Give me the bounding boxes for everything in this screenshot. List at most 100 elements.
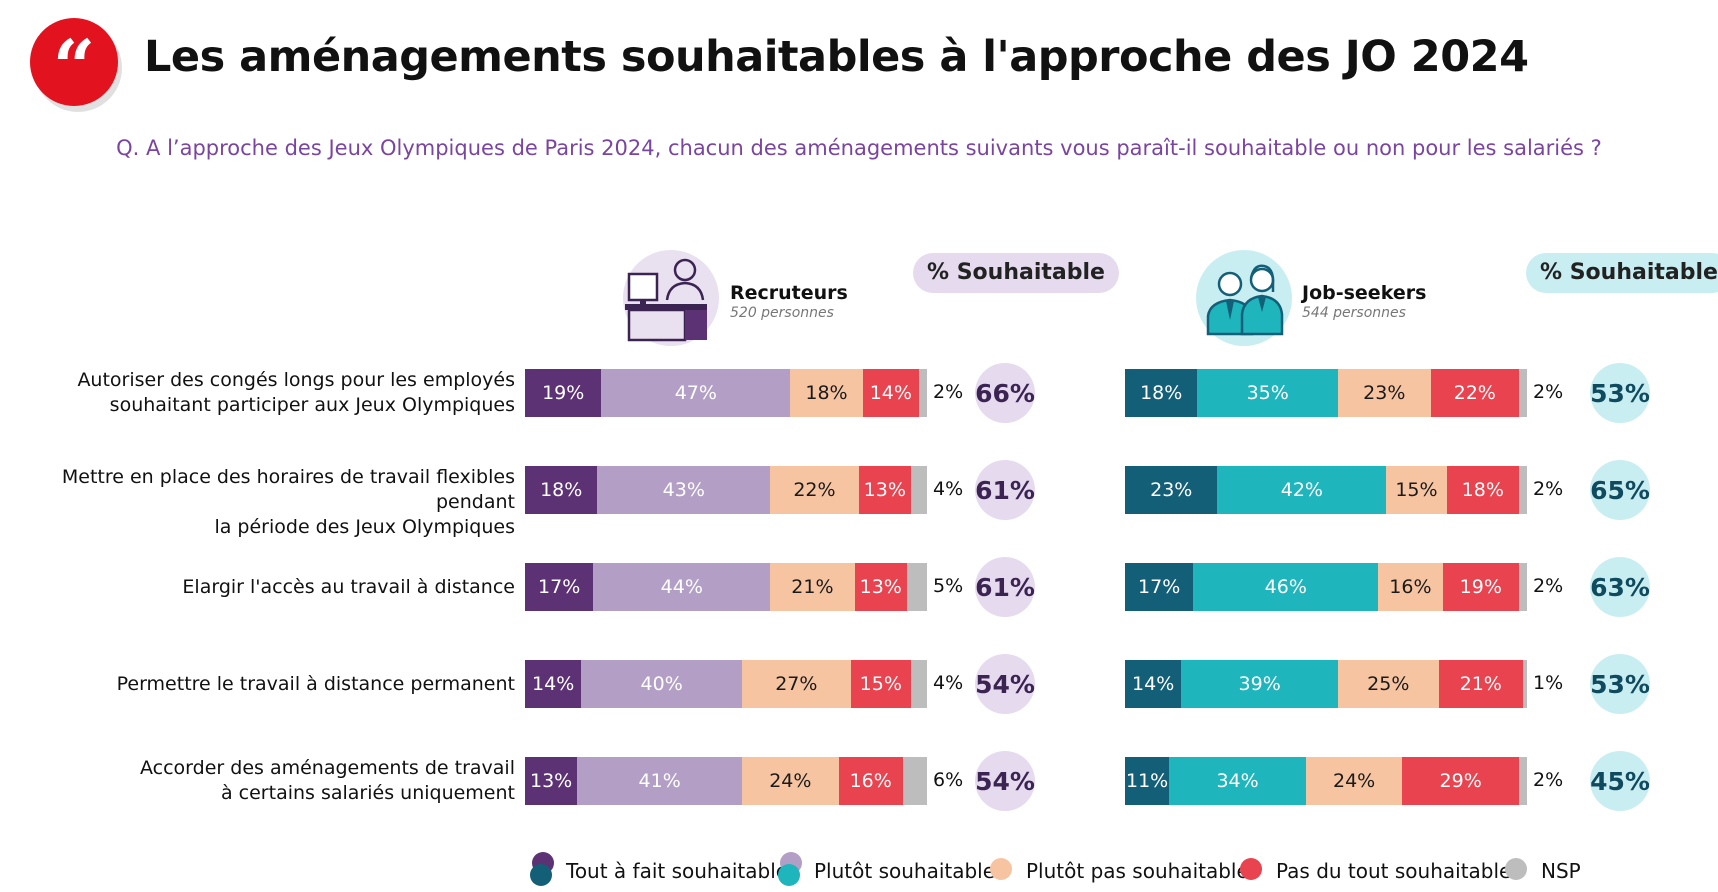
bar-segment-plutot-pas: 27%: [742, 660, 851, 708]
bar-segment-pas-du-tout: 22%: [1430, 369, 1519, 417]
row-label: Permettre le travail à distance permanen…: [0, 672, 515, 697]
group-count-recruteurs: 520 personnes: [730, 305, 834, 321]
bar-segment-nsp: [902, 757, 927, 805]
legend-label: Plutôt pas souhaitable: [1026, 859, 1249, 883]
legend-item-plutot: Plutôt souhaitable: [778, 852, 996, 886]
bar-segment-pas-du-tout: 18%: [1446, 466, 1519, 514]
row-label-line: la période des Jeux Olympiques: [214, 516, 515, 538]
group-name-recruteurs: Recruteurs: [730, 282, 848, 304]
bar-segment-plutot-pas: 22%: [770, 466, 859, 514]
quote-logo: “: [30, 18, 118, 111]
bar-segment-tout-a-fait: 23%: [1125, 466, 1218, 514]
pill-souhaitable-recruteurs: % Souhaitable: [913, 253, 1119, 293]
bar-segment-plutot-pas: 24%: [742, 757, 839, 805]
bar-segment-nsp: [906, 563, 927, 611]
bar-segment-nsp: [1518, 466, 1527, 514]
bar-segment-plutot-pas: 25%: [1338, 660, 1439, 708]
bar-segment-plutot: 42%: [1217, 466, 1387, 514]
souhaitable-circle-recruteurs: 61%: [975, 557, 1035, 617]
legend-label: Plutôt souhaitable: [814, 859, 996, 883]
row-label-line: Elargir l'accès au travail à distance: [182, 575, 515, 598]
nsp-value-label: 5%: [933, 575, 964, 597]
legend-swatch: [990, 856, 1018, 886]
row-label-line: Permettre le travail à distance permanen…: [116, 672, 515, 695]
nsp-value-label: 2%: [1533, 769, 1564, 791]
bar-segment-nsp: [1518, 369, 1527, 417]
bar-segment-tout-a-fait: 18%: [1125, 369, 1198, 417]
legend-swatch: [778, 852, 806, 886]
row-label: Autoriser des congés longs pour les empl…: [0, 368, 515, 418]
bar-segment-plutot-pas: 15%: [1386, 466, 1447, 514]
row-label: Elargir l'accès au travail à distance: [0, 575, 515, 600]
row-label-line: Autoriser des congés longs pour les empl…: [77, 369, 515, 391]
bar-segment-nsp: [1522, 660, 1527, 708]
nsp-value-label: 6%: [933, 769, 964, 791]
souhaitable-circle-jobseekers: 63%: [1590, 557, 1650, 617]
souhaitable-circle-recruteurs: 61%: [975, 460, 1035, 520]
quote-mark-icon: “: [52, 25, 96, 111]
bar-segment-nsp: [1518, 563, 1527, 611]
bar-segment-plutot: 46%: [1193, 563, 1379, 611]
legend-label: Pas du tout souhaitable: [1276, 859, 1512, 883]
bar-segment-nsp: [910, 466, 927, 514]
bar-segment-pas-du-tout: 21%: [1438, 660, 1523, 708]
legend-swatch: [1240, 856, 1268, 886]
bar-segment-plutot-pas: 18%: [790, 369, 863, 417]
legend-label: Tout à fait souhaitable: [566, 859, 789, 883]
souhaitable-circle-recruteurs: 54%: [975, 654, 1035, 714]
bar-segment-plutot-pas: 21%: [770, 563, 855, 611]
bar-segment-nsp: [918, 369, 927, 417]
bar-segment-pas-du-tout: 15%: [850, 660, 911, 708]
souhaitable-circle-jobseekers: 65%: [1590, 460, 1650, 520]
bar-segment-tout-a-fait: 14%: [525, 660, 582, 708]
bar-segment-plutot-pas: 24%: [1305, 757, 1403, 805]
nsp-value-label: 2%: [1533, 381, 1564, 403]
bar-segment-plutot: 40%: [581, 660, 743, 708]
bar-segment-tout-a-fait: 19%: [525, 369, 602, 417]
souhaitable-circle-recruteurs: 54%: [975, 751, 1035, 811]
souhaitable-circle-jobseekers: 45%: [1590, 751, 1650, 811]
bar-segment-plutot-pas: 16%: [1378, 563, 1443, 611]
group-name-jobseekers: Job-seekers: [1302, 282, 1427, 304]
bar-segment-plutot: 34%: [1169, 757, 1306, 805]
legend-item-pas-du-tout: Pas du tout souhaitable: [1240, 858, 1511, 884]
bar-segment-tout-a-fait: 11%: [1125, 757, 1170, 805]
bar-segment-tout-a-fait: 17%: [525, 563, 594, 611]
bar-segment-tout-a-fait: 17%: [1125, 563, 1194, 611]
legend-swatch: [530, 852, 558, 886]
bar-segment-plutot: 47%: [601, 369, 791, 417]
souhaitable-circle-jobseekers: 53%: [1590, 654, 1650, 714]
nsp-value-label: 1%: [1533, 672, 1564, 694]
nsp-value-label: 2%: [1533, 478, 1564, 500]
legend-label: NSP: [1541, 859, 1581, 883]
job-seekers-icon: [1196, 250, 1292, 346]
souhaitable-circle-jobseekers: 53%: [1590, 363, 1650, 423]
bar-segment-plutot: 35%: [1197, 369, 1339, 417]
row-label-line: à certains salariés uniquement: [220, 782, 515, 804]
bar-segment-pas-du-tout: 29%: [1402, 757, 1519, 805]
bar-segment-pas-du-tout: 13%: [854, 563, 907, 611]
bar-segment-pas-du-tout: 13%: [858, 466, 911, 514]
row-label-line: souhaitant participer aux Jeux Olympique…: [109, 394, 515, 416]
bar-segment-plutot: 39%: [1181, 660, 1339, 708]
group-count-jobseekers: 544 personnes: [1302, 305, 1406, 321]
row-label-line: Accorder des aménagements de travail: [140, 757, 515, 779]
legend-item-nsp: NSP: [1505, 858, 1581, 884]
bar-segment-pas-du-tout: 16%: [838, 757, 903, 805]
bar-segment-tout-a-fait: 14%: [1125, 660, 1182, 708]
bar-segment-tout-a-fait: 13%: [525, 757, 578, 805]
souhaitable-circle-recruteurs: 66%: [975, 363, 1035, 423]
recruiter-desk-icon: [623, 250, 719, 346]
survey-question: Q. A l’approche des Jeux Olympiques de P…: [116, 136, 1602, 160]
bar-segment-tout-a-fait: 18%: [525, 466, 598, 514]
nsp-value-label: 2%: [933, 381, 964, 403]
row-label: Accorder des aménagements de travail à ce…: [0, 756, 515, 806]
nsp-value-label: 4%: [933, 672, 964, 694]
bar-segment-nsp: [910, 660, 927, 708]
legend-swatch: [1505, 856, 1533, 886]
bar-segment-plutot: 41%: [577, 757, 743, 805]
row-label-line: Mettre en place des horaires de travail …: [61, 466, 515, 513]
bar-segment-nsp: [1518, 757, 1527, 805]
page-title: Les aménagements souhaitables à l'approc…: [144, 32, 1529, 82]
row-label: Mettre en place des horaires de travail …: [0, 465, 515, 540]
